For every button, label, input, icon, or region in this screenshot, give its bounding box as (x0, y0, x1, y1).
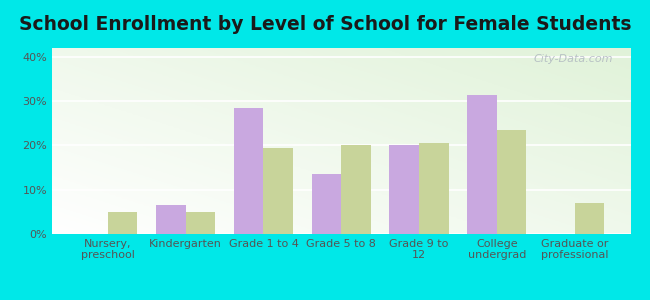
Bar (575, 203, 604, 234)
Bar (497, 130, 526, 234)
Text: School Enrollment by Level of School for Female Students: School Enrollment by Level of School for… (19, 15, 631, 34)
Bar (186, 212, 215, 234)
Bar (341, 146, 370, 234)
Bar (108, 212, 137, 234)
Bar (156, 205, 186, 234)
Bar (312, 174, 341, 234)
Text: City-Data.com: City-Data.com (534, 54, 613, 64)
Bar (467, 94, 497, 234)
Bar (419, 143, 448, 234)
Bar (263, 148, 293, 234)
Bar (234, 108, 263, 234)
Bar (389, 146, 419, 234)
